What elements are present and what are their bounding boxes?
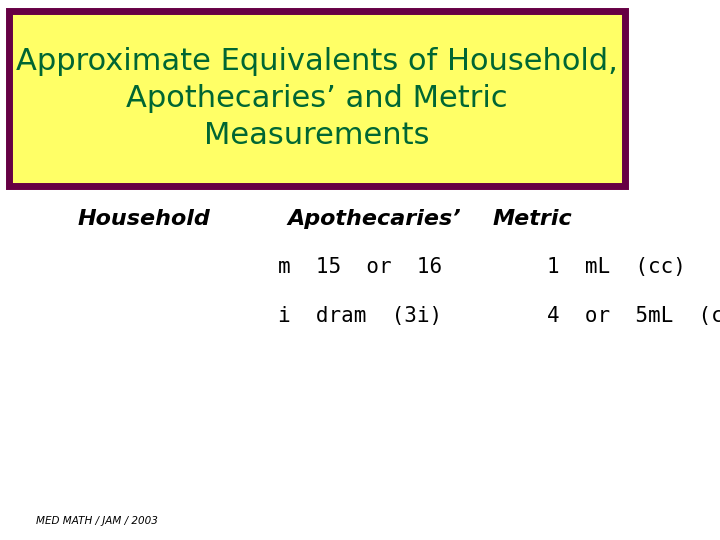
- Text: Household: Household: [78, 208, 210, 229]
- Text: 4  or  5mL  (cc): 4 or 5mL (cc): [547, 306, 720, 326]
- Text: 1  mL  (cc): 1 mL (cc): [547, 257, 686, 278]
- Text: MED MATH / JAM / 2003: MED MATH / JAM / 2003: [36, 516, 158, 526]
- Text: Apothecaries’: Apothecaries’: [287, 208, 462, 229]
- Text: Approximate Equivalents of Household,
Apothecaries’ and Metric
Measurements: Approximate Equivalents of Household, Ap…: [17, 47, 618, 150]
- Text: m  15  or  16: m 15 or 16: [278, 257, 442, 278]
- Text: i  dram  (3i): i dram (3i): [278, 306, 442, 326]
- Text: Metric: Metric: [493, 208, 572, 229]
- FancyBboxPatch shape: [9, 11, 625, 186]
